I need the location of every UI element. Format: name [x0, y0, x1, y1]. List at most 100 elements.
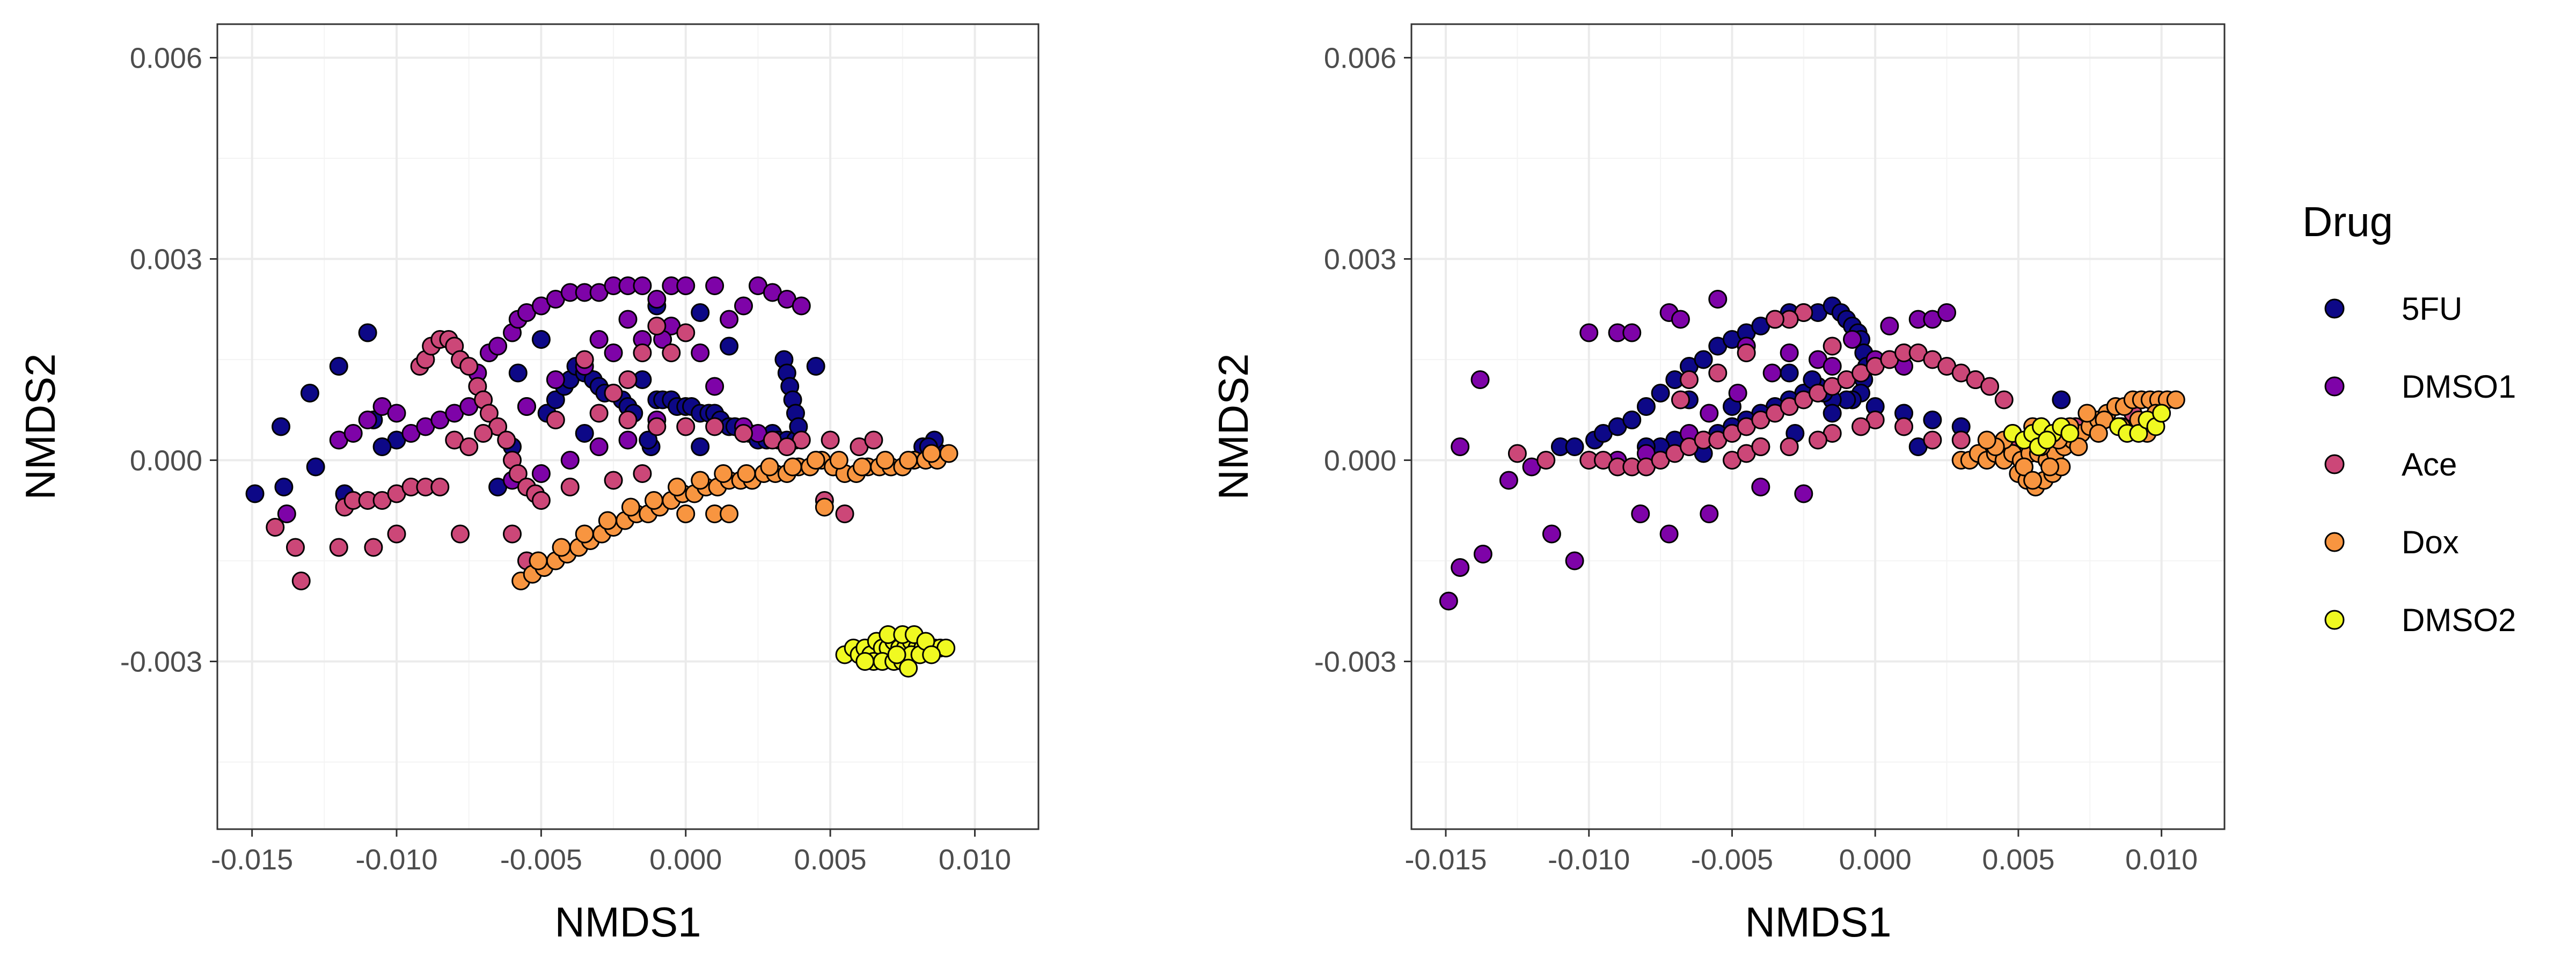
data-point-dmso1 — [1470, 370, 1490, 389]
data-point-dmso1 — [1451, 558, 1470, 577]
panel-left-y-axis: -0.003 0.000 0.003 0.006 — [120, 42, 217, 678]
data-point-dmso1 — [1542, 524, 1561, 544]
data-point-dmso2 — [887, 645, 906, 664]
data-point-dox — [783, 457, 802, 477]
data-point-5fu — [1636, 397, 1656, 416]
data-point-ace — [266, 518, 285, 537]
data-point-dox — [829, 451, 848, 470]
data-point-ace — [459, 437, 479, 456]
data-point-ace — [364, 538, 383, 557]
data-point-dmso1 — [1700, 404, 1719, 423]
data-point-ace — [777, 437, 796, 456]
data-point-dmso1 — [358, 411, 377, 429]
data-point-ace — [864, 430, 883, 450]
data-point-dmso1 — [1708, 290, 1728, 309]
data-point-ace — [291, 572, 311, 590]
data-point-ace — [1765, 310, 1784, 329]
data-point-ace — [647, 317, 667, 335]
data-point-5fu — [639, 430, 658, 450]
data-point-ace — [705, 417, 724, 436]
data-point-ace — [589, 404, 609, 423]
panel-left: -0.015 -0.010 -0.005 0.000 0.005 0.010 -0.003… — [17, 23, 1040, 946]
data-point-dmso1 — [1843, 330, 1862, 349]
data-point-dmso1 — [1762, 363, 1782, 383]
data-point-5fu — [1651, 384, 1670, 402]
panel-left-border — [216, 23, 1040, 830]
data-point-5fu — [1923, 411, 1942, 429]
legend-item-dmso1: DMSO1 — [2324, 369, 2516, 405]
data-point-dmso1 — [1751, 478, 1770, 496]
data-point-5fu — [300, 384, 319, 402]
data-point-5fu — [720, 336, 739, 356]
y-tick-label: -0.003 — [120, 646, 202, 678]
panel-right: -0.015 -0.010 -0.005 0.000 0.005 0.010 -0.003… — [1210, 23, 2226, 946]
data-point-5fu — [575, 424, 594, 443]
data-point-dox — [939, 444, 958, 463]
data-point-ace — [1679, 370, 1699, 389]
data-point-dmso1 — [1631, 504, 1650, 523]
data-point-ace — [329, 538, 348, 557]
legend-title: Drug — [2302, 198, 2393, 245]
data-point-ace — [662, 343, 681, 362]
series-dmso2 — [835, 625, 956, 678]
data-point-ace — [1809, 430, 1827, 450]
panel-left-gridlines — [217, 24, 1038, 829]
data-point-dmso1 — [618, 310, 638, 329]
data-point-dox — [621, 497, 640, 517]
y-tick-label: 0.000 — [130, 445, 202, 477]
data-point-dmso2 — [2129, 424, 2148, 443]
data-point-ace — [604, 384, 623, 402]
data-point-dox — [922, 444, 941, 463]
panel-left-y-axis-title: NMDS2 — [17, 353, 64, 500]
data-point-dmso1 — [1659, 524, 1679, 544]
data-point-5fu — [691, 437, 710, 456]
data-point-dmso1 — [387, 404, 406, 423]
data-point-dmso1 — [1671, 310, 1690, 329]
data-point-dmso1 — [647, 290, 667, 309]
legend-item-dmso2: DMSO2 — [2324, 602, 2516, 638]
data-point-dox — [2023, 471, 2043, 490]
data-point-dmso2 — [899, 658, 918, 678]
legend-key-5fu — [2324, 298, 2345, 319]
data-point-dmso1 — [277, 504, 296, 523]
data-point-dmso1 — [343, 424, 363, 443]
legend-key-dmso2 — [2324, 610, 2345, 630]
series-ace — [266, 317, 883, 590]
data-point-ace — [1994, 390, 2014, 409]
data-point-5fu — [372, 437, 392, 456]
data-point-dox — [714, 464, 733, 483]
data-point-ace — [387, 524, 406, 544]
x-tick-label: 0.005 — [1982, 844, 2054, 876]
data-point-ace — [1851, 417, 1871, 436]
data-point-ace — [676, 323, 696, 342]
data-point-ace — [1894, 417, 1914, 436]
data-point-ace — [508, 464, 528, 483]
legend-item-dox: Dox — [2324, 524, 2459, 560]
legend-item-5fu: 5FU — [2324, 291, 2462, 327]
y-tick-label: 0.006 — [130, 42, 202, 75]
data-point-5fu — [508, 363, 528, 383]
data-point-dmso1 — [589, 330, 609, 349]
x-tick-label: 0.010 — [2125, 844, 2198, 876]
data-point-dox — [760, 457, 779, 477]
data-point-dox — [529, 551, 548, 570]
data-point-5fu — [1622, 411, 1642, 429]
data-point-ace — [821, 430, 840, 450]
data-point-5fu — [274, 478, 294, 496]
data-point-ace — [1951, 430, 1971, 450]
data-point-dox — [899, 451, 918, 470]
y-tick-label: 0.006 — [1324, 42, 1396, 75]
data-point-5fu — [1565, 437, 1584, 456]
data-point-ace — [503, 524, 522, 544]
data-point-5fu — [531, 330, 551, 349]
panel-right-x-axis-title: NMDS1 — [1745, 898, 1891, 946]
data-point-dmso1 — [705, 276, 724, 295]
data-point-dox — [737, 464, 756, 483]
y-tick-label: 0.003 — [130, 244, 202, 276]
data-point-dox — [720, 504, 739, 523]
data-point-ace — [604, 471, 623, 490]
data-point-dmso1 — [633, 276, 652, 295]
legend: Drug 5FU DMSO1 Ace Dox DMSO2 — [2302, 198, 2516, 638]
panel-right-y-axis: -0.003 0.000 0.003 0.006 — [1314, 42, 1411, 678]
data-point-dmso1 — [1565, 551, 1584, 570]
